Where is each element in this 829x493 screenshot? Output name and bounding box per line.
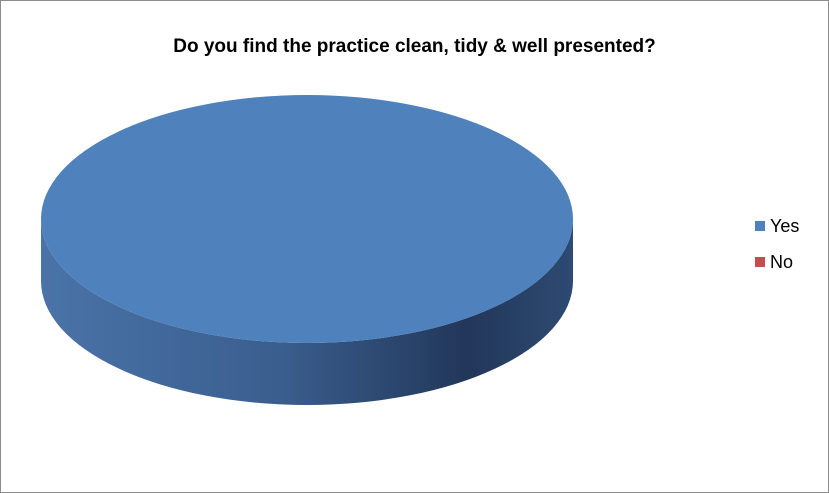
legend-label-no: No — [770, 252, 794, 272]
pie-slice-yes-side — [41, 219, 573, 405]
legend-item-no: No — [755, 251, 825, 273]
pie-slice-yes — [41, 95, 573, 343]
legend-label-yes: Yes — [770, 216, 800, 236]
chart-title: Do you find the practice clean, tidy & w… — [173, 36, 656, 57]
legend-item-yes: Yes — [755, 215, 825, 237]
legend-swatch-no — [755, 257, 765, 267]
pie-slices — [41, 95, 573, 405]
legend-swatch-yes — [755, 221, 765, 231]
chart-legend: Yes No — [755, 215, 825, 287]
